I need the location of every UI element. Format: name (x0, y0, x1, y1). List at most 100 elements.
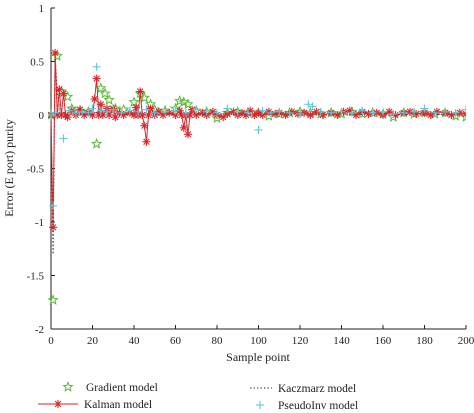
data-point (134, 107, 143, 116)
x-axis-ticks: 0 20 40 60 80 100 120 140 160 180 200 (48, 325, 474, 347)
y-tick-label: 0.5 (30, 57, 44, 69)
data-point (78, 107, 87, 116)
data-point (258, 106, 267, 115)
legend-label: PseudoInv model (278, 400, 358, 412)
series-pseudoinv-model (48, 62, 466, 210)
x-tick-label: 20 (87, 335, 99, 347)
data-point (125, 106, 134, 115)
data-point (136, 87, 145, 96)
data-point (430, 108, 439, 117)
data-point (219, 113, 228, 122)
data-point (304, 100, 313, 109)
x-tick-label: 60 (170, 335, 182, 347)
series-line (50, 52, 466, 228)
x-tick-label: 100 (250, 335, 267, 347)
data-point (287, 107, 296, 116)
data-point (412, 109, 421, 118)
data-point (462, 109, 466, 118)
data-point (142, 105, 151, 114)
data-point (391, 111, 400, 119)
data-point (316, 107, 325, 116)
data-point (92, 62, 101, 71)
data-point (229, 107, 238, 116)
data-point (55, 103, 64, 112)
data-point (49, 201, 58, 210)
data-point (51, 48, 60, 57)
data-point (264, 107, 273, 116)
data-point (347, 108, 356, 117)
data-point (142, 137, 151, 146)
x-tick-label: 0 (48, 335, 54, 347)
data-point (233, 107, 242, 116)
series-line (50, 56, 466, 255)
y-axis-title: Error (E port) purity (2, 119, 16, 217)
legend-item: Gradient model (62, 381, 158, 394)
series-gradient-model (48, 50, 466, 305)
data-point (61, 90, 74, 102)
data-point (254, 125, 263, 134)
data-point (181, 108, 190, 117)
x-tick-label: 140 (333, 335, 350, 347)
data-point (202, 107, 211, 116)
data-point (352, 111, 361, 119)
data-point (368, 108, 377, 117)
data-point (92, 74, 101, 83)
data-point (426, 111, 435, 119)
data-point (333, 111, 342, 119)
data-point (179, 123, 188, 132)
data-point (65, 106, 74, 115)
data-point (451, 108, 460, 117)
data-point (71, 108, 80, 117)
y-tick-label: -1.5 (27, 271, 45, 283)
data-point (90, 94, 99, 103)
plot-area (50, 8, 466, 330)
data-point (171, 106, 180, 115)
y-tick-label: -0.5 (27, 164, 45, 176)
data-point (244, 108, 253, 117)
legend-item: PseudoInv model (256, 400, 358, 412)
data-point (119, 111, 128, 119)
data-point (90, 137, 103, 149)
data-point (379, 107, 387, 116)
data-point (462, 105, 466, 114)
data-point (132, 103, 141, 112)
data-point (59, 89, 68, 98)
data-point (103, 107, 112, 116)
y-tick-label: 0 (39, 110, 45, 122)
data-point (59, 134, 68, 143)
data-point (460, 111, 466, 122)
y-tick-label: 1 (39, 3, 45, 15)
legend-label: Kalman model (84, 399, 152, 411)
data-point (327, 108, 336, 117)
data-point (48, 111, 55, 119)
data-point (308, 102, 317, 111)
legend-marker (256, 401, 264, 409)
data-point (296, 109, 304, 118)
data-point (146, 104, 155, 113)
series-kaczmarz-model (50, 56, 466, 255)
data-point (285, 108, 294, 117)
data-point (192, 105, 201, 114)
legend-label: Gradient model (86, 382, 158, 394)
data-point (275, 107, 284, 116)
y-axis-ticks: 1 0.5 0 -0.5 -1 -1.5 -2 (27, 3, 55, 336)
data-point (96, 106, 105, 115)
data-point (266, 108, 275, 117)
data-point (165, 108, 174, 117)
data-point (150, 108, 159, 117)
series-layer (48, 48, 466, 305)
data-point (420, 104, 429, 113)
y-tick-label: -2 (35, 324, 44, 336)
x-tick-label: 200 (458, 335, 474, 347)
legend-item: Kaczmarz model (250, 383, 356, 395)
legend-marker (54, 400, 62, 408)
data-point (337, 107, 346, 116)
y-tick-label: -1 (35, 217, 44, 229)
x-tick-label: 180 (416, 335, 433, 347)
data-point (441, 107, 450, 116)
x-tick-label: 120 (292, 335, 309, 347)
legend-label: Kaczmarz model (278, 383, 356, 395)
data-point (128, 96, 140, 107)
data-point (364, 109, 373, 118)
